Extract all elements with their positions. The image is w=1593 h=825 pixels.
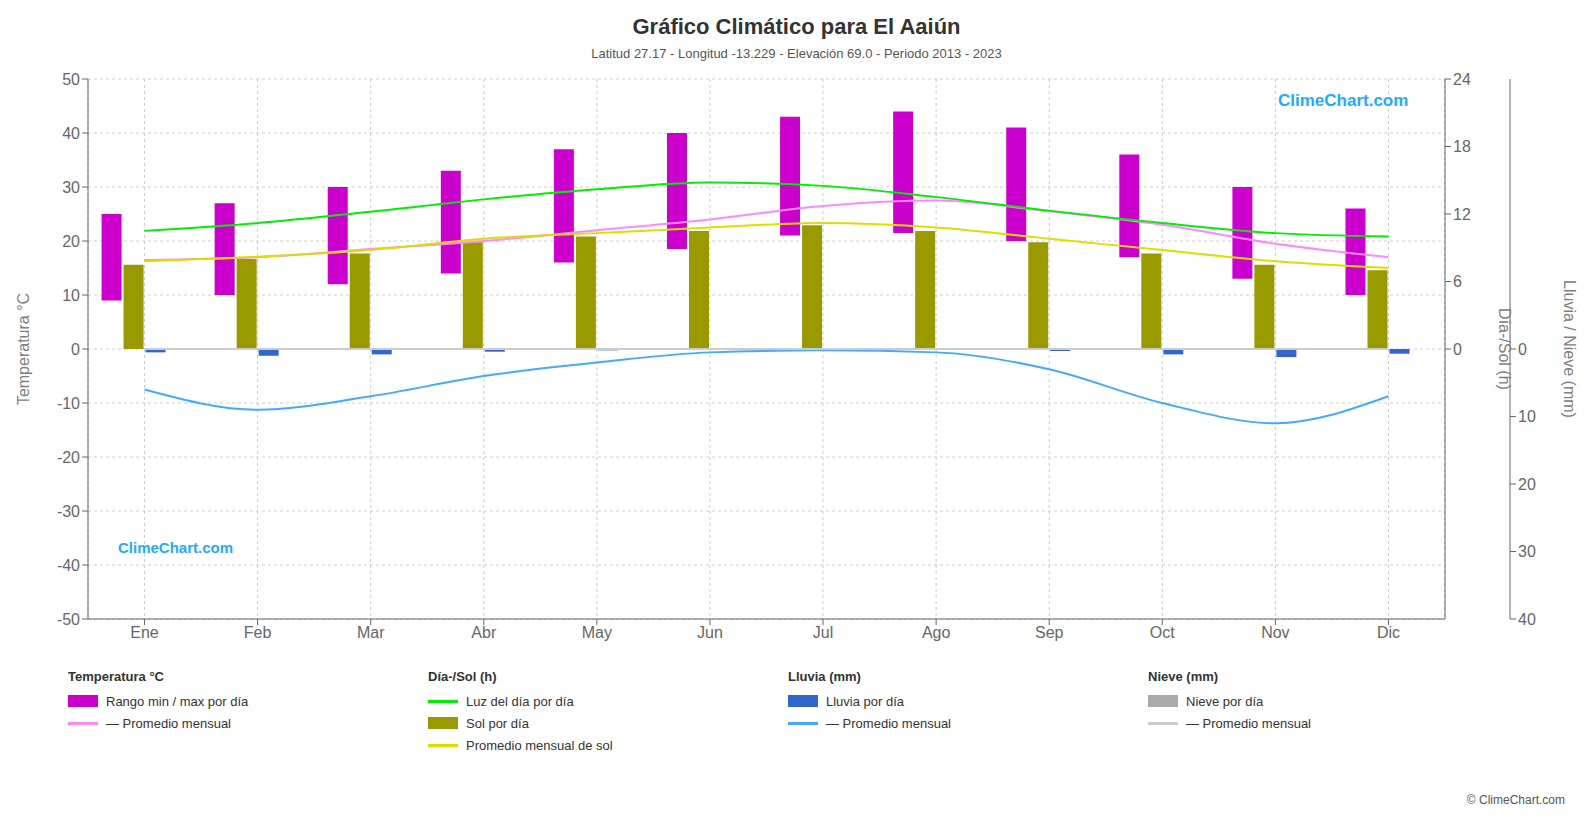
html-text:— Promedio mensual: — Promedio mensual (1186, 715, 1311, 731)
svg-text:-40: -40 (57, 557, 80, 574)
svg-text:Ene: Ene (130, 624, 159, 641)
svg-text:0: 0 (1518, 341, 1527, 358)
html-text:Gráfico Climático para El Aaiú: Gráfico Climático para El Aaiún (632, 14, 961, 39)
svg-text:30: 30 (1518, 543, 1536, 560)
html-text:— Promedio mensual: — Promedio mensual (826, 715, 951, 731)
svg-text:18: 18 (1453, 138, 1471, 155)
svg-text:24: 24 (1453, 71, 1471, 88)
html-text:Rango min / max por día: Rango min / max por día (106, 693, 249, 709)
html-text:— Promedio mensual: — Promedio mensual (106, 715, 231, 731)
svg-text:Jun: Jun (697, 624, 723, 641)
html-text:Lluvia por día: Lluvia por día (826, 693, 905, 709)
html-text:Nieve (mm): Nieve (mm) (1148, 669, 1219, 684)
svg-text:-30: -30 (57, 503, 80, 520)
svg-text:40: 40 (1518, 611, 1536, 628)
html-text:Latitud 27.17 - Longitud -13.2: Latitud 27.17 - Longitud -13.229 - Eleva… (591, 46, 1002, 61)
html-text:Promedio mensual de sol: Promedio mensual de sol (466, 737, 613, 753)
svg-text:10: 10 (1518, 408, 1536, 425)
svg-text:Mar: Mar (357, 624, 385, 641)
html-text:Nieve por día: Nieve por día (1186, 693, 1264, 709)
svg-text:Feb: Feb (244, 624, 272, 641)
svg-text:30: 30 (62, 179, 80, 196)
html-text:ClimeChart.com: ClimeChart.com (1278, 91, 1409, 110)
svg-text:May: May (582, 624, 612, 641)
svg-text:20: 20 (62, 233, 80, 250)
svg-text:10: 10 (62, 287, 80, 304)
svg-text:Nov: Nov (1261, 624, 1289, 641)
html-text:© ClimeChart.com: © ClimeChart.com (1466, 793, 1565, 807)
html-text:Día-/Sol (h): Día-/Sol (h) (428, 669, 497, 684)
svg-text:0: 0 (1453, 341, 1462, 358)
svg-text:Ago: Ago (922, 624, 951, 641)
svg-text:Temperatura °C: Temperatura °C (15, 293, 32, 405)
svg-text:-50: -50 (57, 611, 80, 628)
svg-text:40: 40 (62, 125, 80, 142)
svg-text:Sep: Sep (1035, 624, 1064, 641)
html-text:Lluvia (mm): Lluvia (mm) (788, 669, 861, 684)
html-text:Luz del día por día: Luz del día por día (466, 693, 574, 709)
svg-text:50: 50 (62, 71, 80, 88)
svg-text:Día-/Sol (h): Día-/Sol (h) (1496, 308, 1513, 390)
svg-text:Jul: Jul (813, 624, 833, 641)
svg-text:Lluvia / Nieve (mm): Lluvia / Nieve (mm) (1561, 280, 1578, 418)
svg-text:Abr: Abr (471, 624, 497, 641)
svg-text:-10: -10 (57, 395, 80, 412)
svg-text:Oct: Oct (1150, 624, 1175, 641)
svg-text:6: 6 (1453, 273, 1462, 290)
svg-text:Dic: Dic (1377, 624, 1400, 641)
svg-text:0: 0 (71, 341, 80, 358)
html-text:ClimeChart.com: ClimeChart.com (118, 539, 233, 556)
html-text:Sol por día: Sol por día (466, 715, 529, 731)
svg-text:-20: -20 (57, 449, 80, 466)
svg-text:12: 12 (1453, 206, 1471, 223)
svg-text:20: 20 (1518, 476, 1536, 493)
html-text:Temperatura °C: Temperatura °C (68, 669, 164, 684)
